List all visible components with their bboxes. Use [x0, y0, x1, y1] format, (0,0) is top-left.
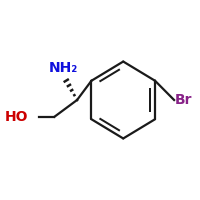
Text: Br: Br	[175, 93, 193, 107]
Text: NH₂: NH₂	[49, 61, 78, 75]
Text: HO: HO	[5, 110, 28, 124]
